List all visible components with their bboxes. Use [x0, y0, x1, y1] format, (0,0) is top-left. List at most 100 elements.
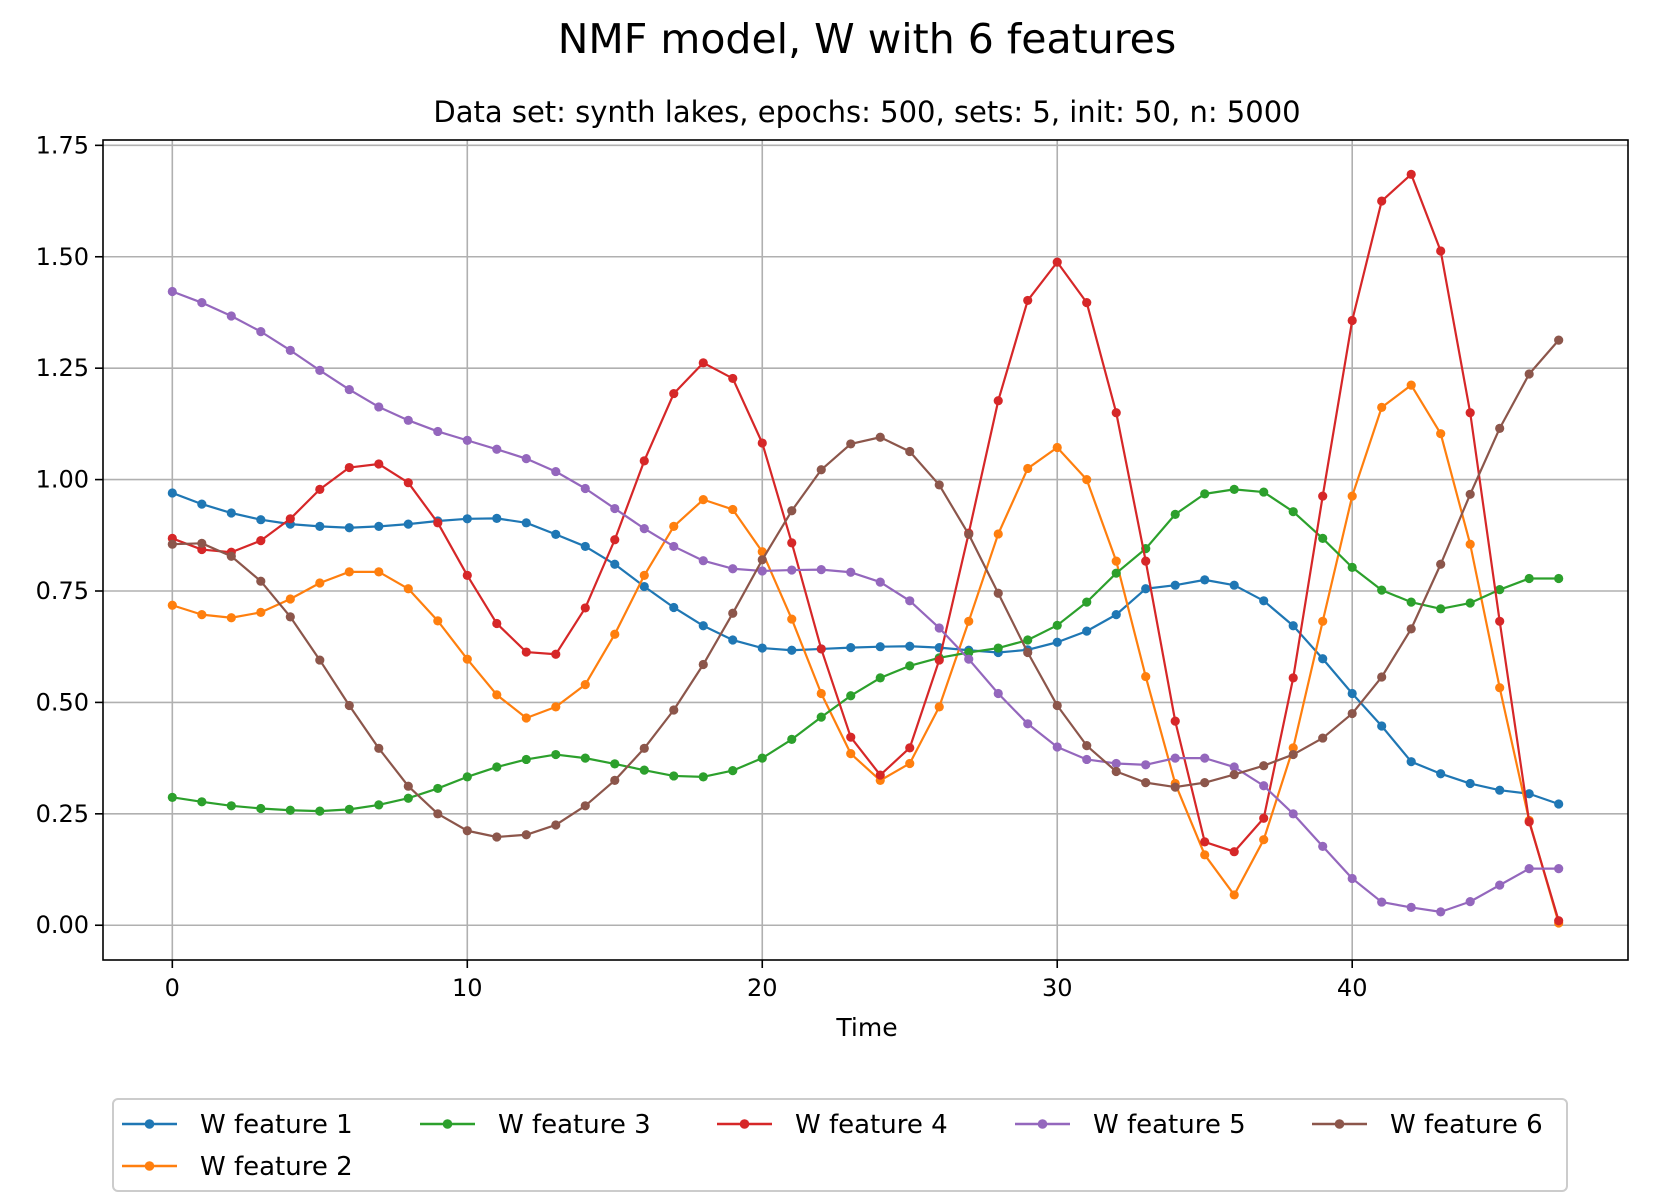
data-point	[934, 655, 944, 665]
data-point	[1141, 584, 1151, 594]
data-point	[580, 679, 590, 690]
data-point	[1318, 491, 1328, 501]
data-point	[698, 659, 708, 670]
data-point	[1436, 246, 1446, 256]
series-2	[167, 380, 1564, 928]
legend-swatch-marker	[144, 1119, 155, 1129]
legend-item: W feature 5	[1015, 1110, 1246, 1140]
data-point	[462, 514, 472, 524]
data-point	[551, 702, 561, 712]
legend-frame	[112, 1098, 1568, 1192]
y-tick-label: 0.00	[36, 911, 89, 939]
data-point	[1200, 850, 1210, 860]
data-point	[1082, 474, 1092, 485]
data-point	[1406, 902, 1416, 913]
data-point	[1052, 700, 1062, 711]
data-point	[1141, 778, 1151, 788]
series-5	[167, 286, 1564, 917]
data-point	[374, 521, 384, 531]
y-tick-label: 1.00	[36, 466, 89, 494]
data-point	[1465, 778, 1475, 789]
data-point	[1347, 873, 1357, 884]
data-point	[846, 439, 856, 449]
data-point	[1023, 463, 1033, 474]
data-point	[1436, 907, 1446, 917]
data-point	[1023, 719, 1033, 729]
data-point	[639, 743, 649, 753]
data-point	[846, 732, 856, 742]
data-point	[226, 311, 236, 321]
series-line	[171, 173, 1560, 922]
data-point	[462, 826, 472, 836]
data-point	[787, 538, 797, 548]
data-point	[993, 688, 1003, 699]
chart-subtitle: Data set: synth lakes, epochs: 500, sets…	[433, 95, 1300, 129]
series-line	[171, 290, 1559, 913]
data-point	[285, 805, 295, 815]
data-point	[669, 388, 679, 399]
data-point	[315, 655, 325, 665]
data-point	[167, 600, 177, 610]
data-point	[875, 577, 885, 587]
data-point	[964, 529, 974, 540]
data-point	[1524, 573, 1534, 584]
data-point	[1200, 778, 1210, 788]
data-point	[875, 432, 885, 442]
data-point	[492, 618, 502, 629]
data-point	[344, 567, 354, 577]
data-point	[521, 830, 531, 840]
data-point	[551, 529, 561, 540]
legend: W feature 1 W feature 2 W feature 3 W featu…	[112, 1098, 1568, 1192]
legend-label: W feature 3	[498, 1110, 651, 1140]
data-point	[197, 797, 207, 807]
data-point	[1318, 533, 1328, 544]
data-point	[374, 743, 384, 753]
data-point	[580, 603, 590, 613]
data-point	[1259, 596, 1269, 606]
data-point	[1524, 789, 1534, 799]
data-point	[1406, 757, 1416, 767]
data-point	[934, 480, 944, 490]
data-point	[993, 643, 1003, 653]
data-point	[1082, 741, 1092, 751]
data-point	[1082, 597, 1092, 607]
y-tick-label: 1.50	[36, 243, 89, 271]
data-point	[1465, 598, 1475, 608]
data-point	[1111, 556, 1121, 566]
data-point	[934, 702, 944, 712]
data-point	[580, 753, 590, 763]
data-point	[462, 654, 472, 664]
data-point	[1436, 769, 1446, 779]
data-point	[1082, 626, 1092, 636]
data-point	[669, 521, 679, 531]
data-point	[1377, 721, 1387, 731]
data-point	[669, 705, 679, 715]
data-point	[374, 402, 384, 412]
data-point	[1406, 624, 1416, 634]
data-point	[639, 765, 649, 775]
data-point	[1465, 539, 1475, 549]
data-point	[226, 801, 236, 811]
data-point	[1495, 785, 1505, 795]
data-point	[816, 712, 826, 722]
data-point	[875, 673, 885, 683]
data-point	[344, 804, 354, 814]
data-point	[551, 649, 561, 659]
data-point	[1436, 559, 1446, 569]
data-point	[816, 688, 826, 699]
data-point	[197, 538, 207, 548]
x-tick-label: 10	[452, 974, 483, 1002]
data-point	[728, 635, 738, 645]
data-point	[1465, 408, 1475, 418]
data-point	[580, 483, 590, 494]
data-point	[1141, 760, 1151, 770]
y-tick-label: 0.75	[36, 577, 89, 605]
data-point	[698, 556, 708, 566]
plot-frame	[102, 139, 1629, 961]
data-point	[1052, 637, 1062, 647]
data-point	[492, 762, 502, 772]
data-point	[757, 566, 767, 576]
data-point	[1111, 568, 1121, 578]
data-point	[1347, 562, 1357, 572]
data-point	[1347, 315, 1357, 326]
